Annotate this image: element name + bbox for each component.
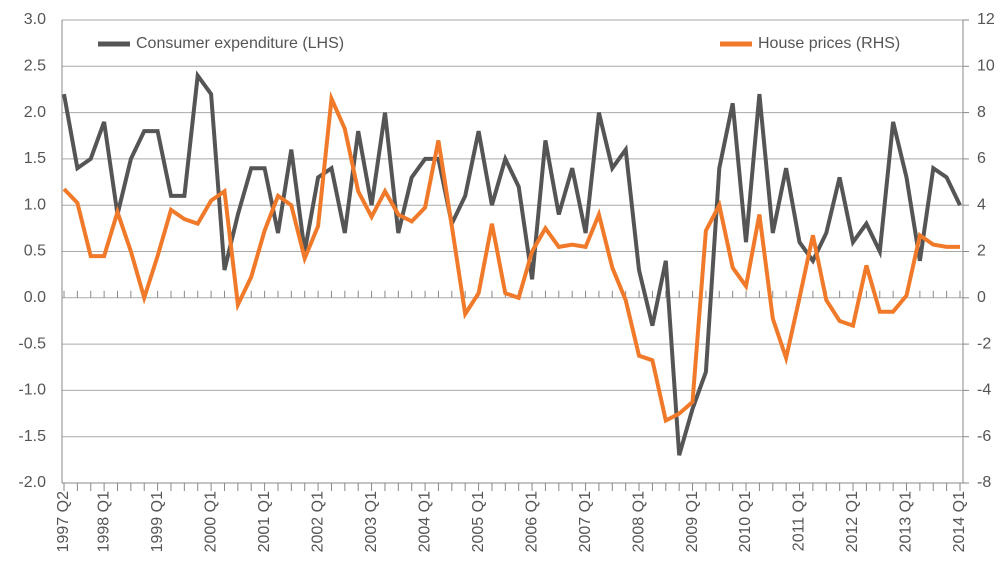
x-tick-label: 2005 Q1 [470,491,487,552]
y-tick-label: -2.0 [18,474,46,491]
y2-tick-label: 0 [977,289,986,306]
x-tick-label: 2008 Q1 [630,491,647,552]
series-line [62,70,962,456]
x-tick-label: 1997 Q2 [55,491,72,552]
series-line [62,91,960,424]
x-tick-label: 2004 Q1 [416,491,433,552]
y-tick-label: 3.0 [24,11,46,28]
x-tick-label: 2013 Q1 [898,491,915,552]
y-tick-label: 2.5 [24,58,46,75]
x-tick-label: 2001 Q1 [256,491,273,552]
y2-tick-label: 8 [977,104,986,121]
x-tick-label: 2012 Q1 [844,491,861,552]
y-tick-label: 1.0 [24,196,46,213]
x-tick-label: 1998 Q1 [95,491,112,552]
x-tick-label: 2011 Q1 [791,491,808,551]
x-tick-label: 2007 Q1 [577,491,594,552]
y2-tick-label: -2 [977,335,991,352]
x-tick-label: 2003 Q1 [363,491,380,552]
y-tick-label: 1.5 [24,150,46,167]
y2-tick-label: 10 [977,58,995,75]
y2-tick-label: -4 [977,382,991,399]
y2-tick-label: -8 [977,474,991,491]
y-tick-label: -1.0 [18,382,46,399]
legend-label: Consumer expenditure (LHS) [136,35,344,52]
y2-tick-label: -6 [977,428,991,445]
x-tick-label: 2002 Q1 [309,491,326,552]
x-tick-label: 1999 Q1 [149,491,166,552]
y2-tick-label: 6 [977,150,986,167]
y-tick-label: 2.0 [24,104,46,121]
y2-tick-label: 4 [977,196,986,213]
x-tick-label: 2009 Q1 [684,491,701,552]
x-tick-label: 2006 Q1 [523,491,540,552]
y-tick-label: 0.0 [24,289,46,306]
legend-label: House prices (RHS) [758,35,900,52]
y-tick-label: -0.5 [18,335,46,352]
y2-tick-label: 2 [977,243,986,260]
y-tick-label: 0.5 [24,243,46,260]
x-tick-label: 2000 Q1 [202,491,219,552]
y2-tick-label: 12 [977,11,995,28]
x-tick-label: 2014 Q1 [951,491,968,552]
x-tick-label: 2010 Q1 [737,491,754,552]
y-tick-label: -1.5 [18,428,46,445]
